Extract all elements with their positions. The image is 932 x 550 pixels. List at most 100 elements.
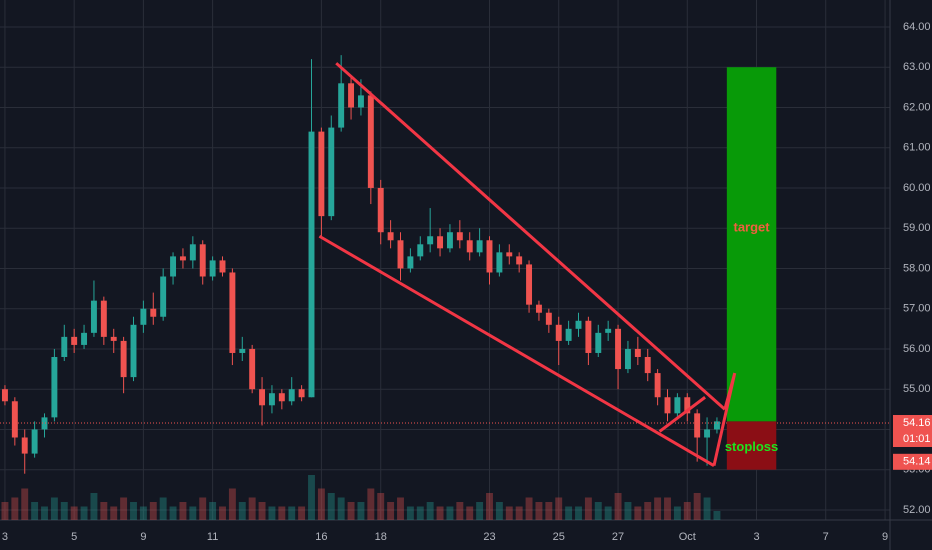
x-tick-label: 3	[753, 531, 759, 543]
trendline	[658, 396, 706, 433]
x-tick-label: 27	[612, 531, 624, 543]
countdown-label: 01:01	[903, 433, 931, 445]
volume-bar	[604, 506, 612, 520]
candle-body	[634, 348, 641, 357]
volume-bar	[327, 493, 335, 520]
candle-body	[328, 127, 335, 217]
x-tick-label: 7	[823, 531, 829, 543]
candle-body	[278, 393, 285, 402]
y-tick-label: 57.00	[903, 303, 931, 315]
volume-bar	[149, 502, 157, 520]
candle-body	[526, 264, 533, 305]
candle-body	[90, 300, 97, 333]
candle-body	[446, 232, 453, 249]
volume-bar	[219, 506, 226, 520]
volume-bar	[683, 502, 691, 520]
candle-body	[288, 389, 295, 402]
volume-bar	[31, 502, 39, 520]
candle-body	[605, 328, 612, 333]
candle-body	[11, 401, 18, 438]
y-tick-label: 58.00	[903, 262, 931, 274]
position-box	[726, 67, 777, 422]
volume-bar	[90, 493, 98, 520]
candle-body	[516, 256, 523, 265]
volume-bar	[298, 506, 306, 520]
volume-bar	[179, 502, 187, 520]
candle-body	[713, 421, 720, 430]
volume-bar	[258, 502, 266, 520]
volume-bar	[644, 502, 652, 520]
candle-body	[338, 83, 345, 128]
candle-body	[545, 312, 552, 325]
volume-bar	[634, 506, 642, 520]
candle-body	[367, 95, 374, 188]
volume-bar	[50, 497, 58, 520]
volume-bar	[515, 506, 523, 520]
x-tick-label: 18	[375, 531, 387, 543]
x-tick-label: 9	[140, 531, 146, 543]
candle-body	[199, 244, 206, 277]
volume-bar	[139, 506, 147, 520]
y-tick-label: 62.00	[903, 101, 931, 113]
volume-bar	[713, 511, 721, 520]
candle-body	[565, 328, 572, 341]
trendline	[318, 234, 715, 467]
volume-bar	[535, 502, 543, 520]
volume-bar	[278, 506, 286, 520]
volume-bar	[110, 506, 118, 520]
candle-body	[496, 252, 503, 273]
y-tick-label: 56.00	[903, 343, 931, 355]
candle-body	[318, 131, 325, 217]
candle-body	[61, 336, 68, 357]
candle-body	[694, 413, 701, 438]
candle-body	[229, 272, 236, 353]
volume-bar	[426, 502, 434, 520]
volume-bar	[308, 475, 315, 520]
volume-bar	[654, 497, 662, 520]
candle-body	[110, 336, 117, 341]
volume-bar	[268, 506, 276, 520]
volume-bar	[416, 506, 424, 520]
candle-body	[506, 252, 513, 257]
last-price-label: 54.16	[903, 417, 931, 429]
volume-bar	[495, 502, 503, 520]
candle-body	[654, 373, 661, 398]
volume-bar	[21, 488, 29, 520]
candle-body	[644, 356, 651, 374]
volume-bar	[456, 502, 464, 520]
candle-body	[486, 240, 493, 273]
volume-bar	[169, 506, 177, 520]
box-label: stoploss	[725, 439, 778, 454]
volume-bar	[199, 497, 207, 520]
volume-bar	[664, 497, 671, 520]
volume-bar	[60, 502, 68, 520]
volume-bar	[228, 488, 236, 520]
candle-body	[268, 393, 275, 406]
candle-body	[674, 397, 681, 414]
volume-bar	[130, 502, 137, 520]
volume-bar	[41, 506, 48, 520]
volume-bar	[248, 497, 256, 520]
candle-body	[100, 300, 107, 337]
volume-bar	[70, 506, 78, 520]
candle-body	[160, 276, 167, 317]
y-tick-label: 55.00	[903, 383, 931, 395]
candle-body	[189, 244, 196, 261]
volume-bar	[466, 506, 474, 520]
volume-bar	[11, 497, 19, 520]
volume-bar	[367, 488, 375, 520]
candle-body	[585, 320, 592, 353]
candle-body	[1, 389, 8, 402]
x-tick-label: 9	[882, 531, 888, 543]
volume-bar	[673, 506, 681, 520]
candle-body	[615, 328, 622, 370]
candle-body	[387, 232, 394, 241]
candle-body	[21, 437, 28, 454]
marker-price-label: 54.14	[903, 456, 931, 468]
volume-bar	[357, 502, 365, 520]
volume-bar	[288, 506, 296, 520]
candle-body	[259, 389, 266, 406]
volume-bar	[555, 497, 563, 520]
